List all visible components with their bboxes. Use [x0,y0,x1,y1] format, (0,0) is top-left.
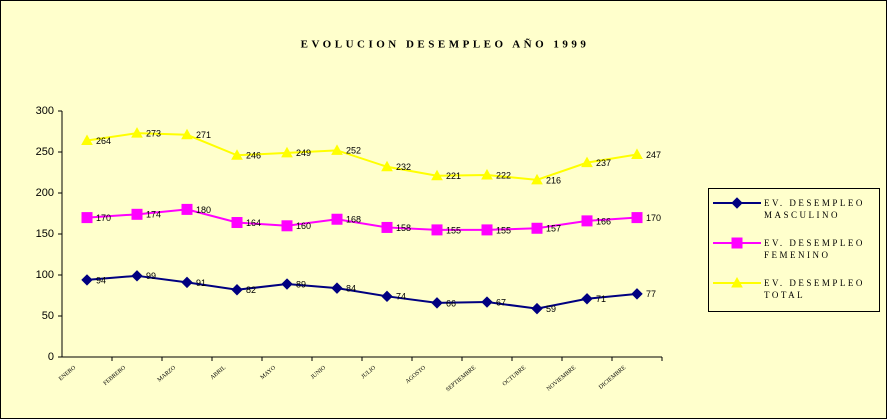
data-label: 155 [446,225,461,235]
marker [281,146,293,158]
marker [281,278,293,290]
data-label: 89 [296,279,306,289]
marker [131,208,143,220]
marker [81,274,93,286]
legend-swatch [713,197,761,209]
data-label: 77 [646,289,656,299]
data-label: 82 [246,285,256,295]
legend-label: EV. DESEMPLEO FEMENINO [764,238,865,260]
series-line [86,132,638,181]
marker [531,222,543,234]
data-label: 222 [496,170,511,180]
marker [81,212,93,224]
data-label: 168 [346,215,361,225]
y-tick-label: 50 [42,310,54,322]
marker [431,224,443,236]
y-tick-label: 300 [36,105,54,117]
data-label: 246 [246,151,261,161]
marker [631,148,643,159]
marker [581,156,593,168]
marker [581,215,593,227]
data-label: 66 [446,298,456,308]
data-label: 232 [396,162,411,172]
data-label: 84 [346,283,356,293]
data-label: 174 [146,210,161,220]
marker [631,288,643,300]
y-tick-label: 100 [36,269,54,281]
marker [581,293,593,305]
marker [81,134,93,146]
marker [431,169,443,181]
data-label: 157 [546,224,561,234]
marker [131,270,143,282]
data-label: 252 [346,146,361,156]
legend-label: EV. DESEMPLEO TOTAL [764,278,865,300]
marker [231,149,243,160]
marker [731,237,743,249]
marker [381,160,393,172]
data-label: 74 [396,292,406,302]
y-tick-label: 200 [36,187,54,199]
marker [381,290,393,303]
marker [381,221,393,233]
marker [331,144,343,155]
legend-label: EV. DESEMPLEO MASCULINO [764,198,865,220]
chart-title: EVOLUCION DESEMPLEO AÑO 1999 [301,39,590,51]
data-label: 273 [146,129,161,139]
marker [231,284,243,296]
data-label: 158 [396,223,411,233]
marker [331,282,343,294]
marker [531,302,543,315]
marker [281,220,293,232]
data-label: 249 [296,148,311,158]
data-label: 160 [296,221,311,231]
series-line [86,274,638,310]
data-label: 91 [196,278,206,288]
data-label: 247 [646,150,661,160]
marker [131,127,143,138]
data-label: 59 [546,304,556,314]
data-label: 180 [196,205,211,215]
data-label: 264 [96,136,111,146]
data-label: 94 [96,275,106,285]
data-label: 221 [446,171,461,181]
data-label: 170 [96,213,111,223]
data-label: 170 [646,213,661,223]
y-tick-label: 250 [36,146,54,158]
marker [431,297,443,309]
marker [481,224,493,236]
marker [331,213,343,225]
data-label: 166 [596,216,611,226]
marker [481,296,493,308]
marker [731,277,743,288]
y-tick-label: 0 [48,351,54,363]
data-label: 237 [596,158,611,168]
marker [531,173,543,185]
data-label: 99 [146,271,156,281]
marker [731,197,743,209]
data-label: 67 [496,297,506,307]
data-label: 271 [196,130,211,140]
marker [231,217,243,229]
marker [181,128,193,140]
legend: EV. DESEMPLEO MASCULINO EV. DESEMPLEO FEM… [708,188,880,312]
marker [181,276,193,289]
marker [181,203,193,215]
y-tick-label: 150 [36,228,54,240]
data-label: 164 [246,218,261,228]
series-line [86,208,638,231]
marker [631,212,643,224]
data-label: 155 [496,225,511,235]
legend-swatch [713,237,761,249]
data-label: 71 [596,294,606,304]
legend-swatch [713,277,761,288]
marker [481,168,493,180]
data-label: 216 [546,175,561,185]
